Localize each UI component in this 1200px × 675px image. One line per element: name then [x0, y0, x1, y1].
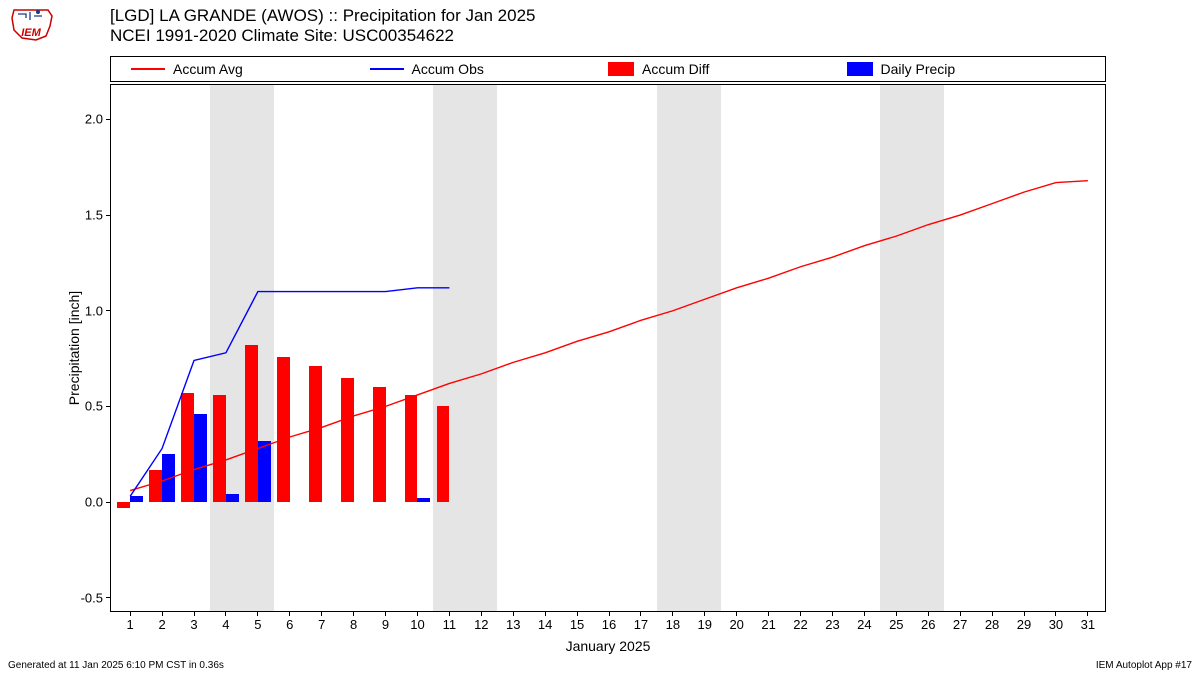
- legend-swatch: [608, 62, 634, 76]
- legend-label: Daily Precip: [881, 61, 956, 77]
- footer-right: IEM Autoplot App #17: [1096, 660, 1192, 671]
- title-line-1: [LGD] LA GRANDE (AWOS) :: Precipitation …: [110, 6, 535, 26]
- svg-text:IEM: IEM: [21, 27, 41, 39]
- footer-left: Generated at 11 Jan 2025 6:10 PM CST in …: [8, 660, 224, 671]
- legend-swatch: [370, 68, 404, 70]
- legend-label: Accum Diff: [642, 61, 709, 77]
- line-accum-obs: [130, 288, 449, 497]
- legend-swatch: [131, 68, 165, 70]
- legend-swatch: [847, 62, 873, 76]
- line-accum-avg: [130, 181, 1088, 491]
- legend: Accum Avg Accum Obs Accum Diff Daily Precip: [110, 56, 1106, 82]
- iem-logo: IEM: [6, 6, 56, 42]
- legend-item: Daily Precip: [847, 61, 1086, 77]
- lines-layer: [111, 85, 1107, 613]
- legend-label: Accum Obs: [412, 61, 484, 77]
- y-axis-label: Precipitation [inch]: [66, 291, 82, 405]
- plot-area: -0.50.00.51.01.52.0123456789101112131415…: [110, 84, 1106, 612]
- legend-item: Accum Obs: [370, 61, 609, 77]
- x-axis-label: January 2025: [566, 638, 651, 654]
- legend-label: Accum Avg: [173, 61, 243, 77]
- chart-title: [LGD] LA GRANDE (AWOS) :: Precipitation …: [110, 6, 535, 46]
- title-line-2: NCEI 1991-2020 Climate Site: USC00354622: [110, 26, 535, 46]
- legend-item: Accum Diff: [608, 61, 847, 77]
- legend-item: Accum Avg: [131, 61, 370, 77]
